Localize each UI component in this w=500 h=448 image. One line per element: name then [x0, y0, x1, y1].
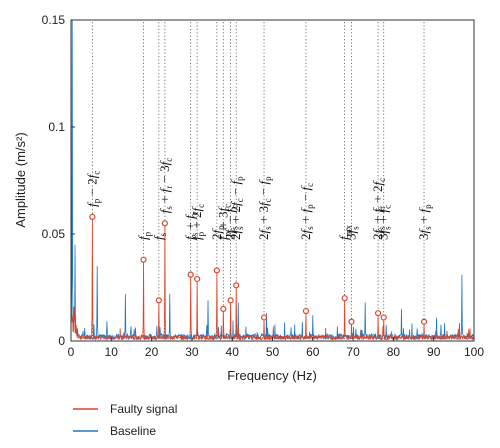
x-tick-label: 40: [226, 345, 240, 359]
annotation-label: fp​ + 3fc​: [215, 204, 232, 240]
annotation-label: fs​ + fc​: [183, 211, 200, 240]
peak-marker: [380, 314, 387, 321]
peak-marker: [341, 295, 348, 302]
annotation-label: 2fs​ + fp​ − fc​: [298, 183, 315, 240]
annotation-label: fs​ + fr​ − 3fc​: [157, 158, 174, 214]
x-tick-label: 80: [387, 345, 401, 359]
x-tick-label: 50: [266, 345, 280, 359]
peak-marker: [194, 275, 201, 283]
faulty-line: [70, 216, 475, 342]
annotation-label: 2fs​ − fc​: [223, 205, 240, 240]
peak-marker: [348, 318, 355, 325]
legend: Faulty signal Baseline: [73, 402, 177, 438]
peak-marker: [374, 310, 382, 317]
peak-marker: [227, 297, 234, 304]
annotation-label: 2fs​ + 2fc​ − fp​: [228, 176, 245, 240]
peak-marker: [260, 314, 268, 321]
peak-marker: [187, 271, 194, 278]
x-tick-label: 30: [185, 345, 199, 359]
faulty-series: [70, 216, 475, 342]
peak-marker: [161, 220, 168, 227]
x-tick-label: 60: [306, 345, 320, 359]
annotation-label: 2fp​: [209, 225, 226, 240]
peak-marker: [155, 297, 162, 304]
x-tick-label: 90: [427, 345, 441, 359]
x-tick-label: 100: [464, 345, 484, 359]
x-tick-label: 0: [68, 345, 75, 359]
annotation-label: 2fs​ + 3fc​ − fp​: [256, 176, 273, 240]
y-tick-label: 0.1: [48, 120, 65, 134]
legend-label-faulty: Faulty signal: [110, 402, 177, 416]
x-tick-label: 10: [105, 345, 119, 359]
y-tick-label: 0: [58, 334, 65, 348]
y-axis-label: Amplitude (m/s²): [13, 132, 28, 227]
annotation-label: 3fs​: [343, 226, 360, 240]
annotation-label: 3fs​ + fp​: [416, 204, 433, 240]
peak-marker: [213, 267, 220, 274]
peak-markers: [89, 213, 428, 325]
peak-marker: [140, 256, 147, 263]
annotation-labels: fp​ − 2fc​ fp​fs​ fs​ + fr​ − 3fc​ fs​ + fc…: [84, 158, 433, 240]
legend-label-baseline: Baseline: [110, 424, 156, 438]
x-axis-label: Frequency (Hz): [227, 368, 317, 383]
x-tick-label: 70: [346, 345, 360, 359]
y-tick-label: 0.15: [42, 13, 66, 27]
y-axis: 0 0.05 0.1 0.15: [42, 13, 75, 348]
x-axis: 0 10 20 30 40 50 60 70 80 90 100: [68, 337, 484, 359]
peak-marker: [233, 282, 240, 289]
y-tick-label: 0.05: [42, 227, 66, 241]
peak-marker: [420, 318, 428, 325]
annotation-label: fp​ − 2fc​: [84, 171, 101, 207]
annotation-label: 3fs​ + fc​: [376, 205, 393, 240]
annotation-label: 2fs​ + fr​ + 2fc​: [370, 178, 387, 240]
peak-marker: [220, 305, 227, 312]
annotation-label: fp​ + 2fc​: [189, 204, 206, 240]
x-tick-label: 20: [145, 345, 159, 359]
peak-marker: [302, 307, 310, 315]
annotation-label: fmx​: [337, 224, 354, 240]
annotation-label: fs​: [151, 232, 168, 240]
annotation-lines: [91, 22, 425, 339]
peak-marker: [89, 213, 96, 220]
annotation-label: fp​: [136, 231, 153, 240]
